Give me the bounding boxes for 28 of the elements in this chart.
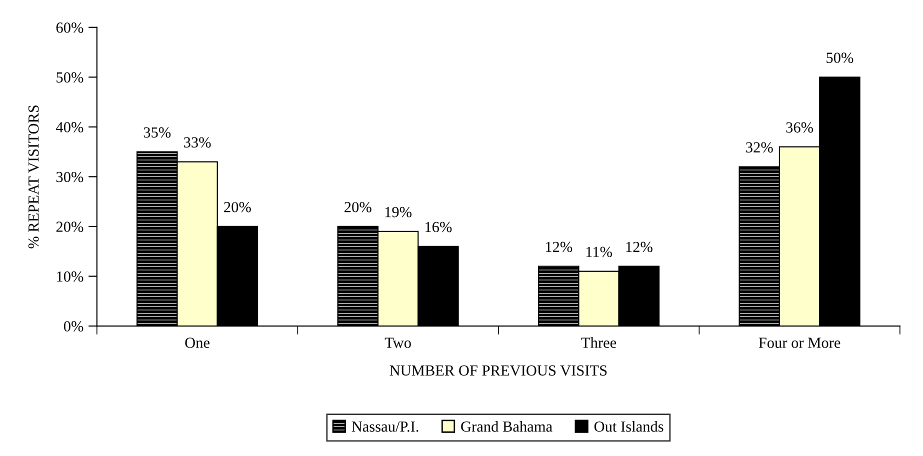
x-tick-label: Four or More [758, 338, 840, 348]
legend-label: Nassau/P.I. [352, 422, 418, 432]
data-label: 12% [546, 242, 572, 252]
data-label: 35% [144, 127, 171, 138]
data-label: 20% [224, 202, 251, 212]
x-axis-title: NUMBER OF PREVIOUS VISITS [390, 365, 607, 376]
y-tick-label: 50% [56, 72, 84, 83]
y-tick-label: 40% [56, 122, 84, 132]
x-tick-label: Three [581, 337, 616, 348]
data-label: 12% [626, 242, 652, 252]
data-label: 36% [786, 122, 814, 133]
data-label: 11% [586, 246, 612, 258]
y-tick-label: 10% [57, 271, 84, 282]
y-tick-label: 20% [56, 222, 84, 232]
y-tick-label: 0% [64, 321, 84, 332]
y-tick-label: 30% [56, 172, 84, 182]
data-label: 32% [746, 142, 773, 153]
data-label: 19% [385, 206, 412, 218]
y-axis-title: % REPEAT VISITORS [28, 105, 39, 248]
data-label: 50% [826, 52, 854, 63]
data-label: 20% [344, 202, 372, 212]
data-label: 33% [184, 137, 211, 148]
legend-label: Grand Bahama [461, 420, 552, 432]
data-label: 16% [426, 222, 452, 232]
x-tick-label: Two [384, 338, 411, 348]
y-tick-label: 60% [56, 22, 84, 33]
legend-label: Out Islands [594, 420, 664, 432]
x-tick-label: One [185, 338, 210, 348]
